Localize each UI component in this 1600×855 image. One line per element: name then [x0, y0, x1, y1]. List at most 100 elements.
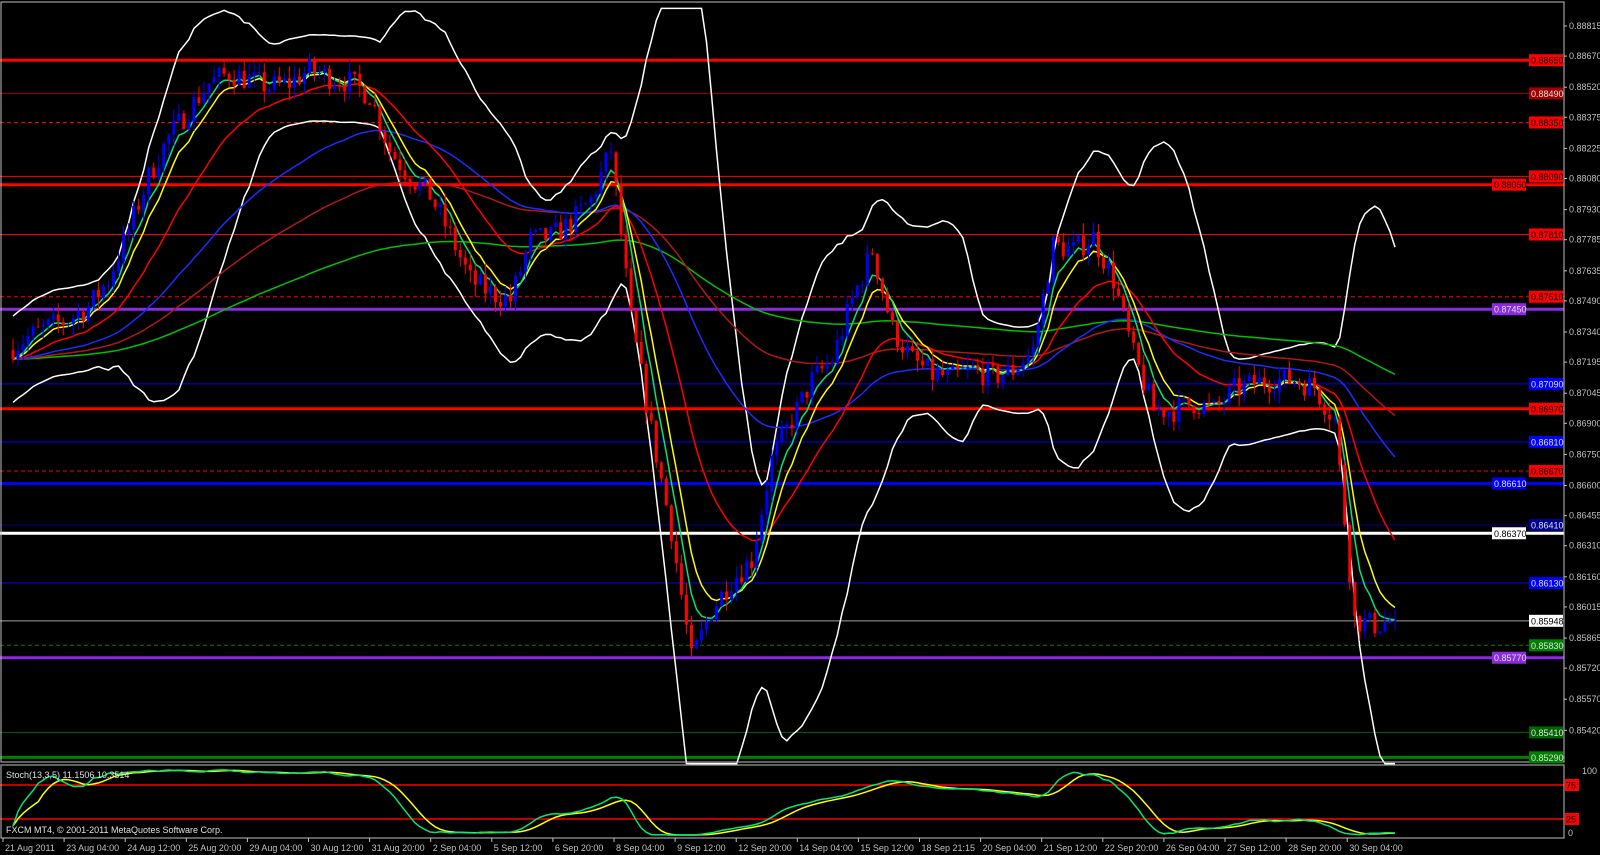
candle-body [815, 365, 819, 373]
candle [433, 198, 437, 211]
candle [700, 621, 703, 646]
level-label: 0.88490 [1531, 89, 1564, 99]
main-panel-frame [0, 1, 1565, 763]
candle [152, 162, 156, 180]
candle [664, 475, 668, 507]
candlesticks [11, 52, 1397, 657]
candle-body [56, 314, 60, 322]
candle-body [217, 68, 221, 78]
candle [26, 327, 30, 353]
candle [1021, 357, 1025, 378]
price-tick-label: 0.86455 [1569, 511, 1600, 521]
candle [177, 103, 181, 125]
price-tick-label: 0.85865 [1569, 633, 1600, 643]
candle-body [197, 97, 201, 104]
candle-body [328, 68, 332, 89]
candle [76, 302, 80, 330]
candle [669, 504, 673, 550]
candle-body [202, 92, 206, 104]
candle [981, 357, 985, 394]
level-label: 0.87090 [1531, 379, 1564, 389]
candle-body [297, 76, 301, 84]
candle [996, 363, 1000, 389]
candle [167, 132, 171, 156]
candle [1217, 395, 1221, 412]
candle-body [1252, 374, 1256, 385]
candle [277, 67, 281, 87]
candle-body [313, 58, 317, 74]
candle [780, 419, 784, 446]
candle [21, 335, 25, 361]
candle [192, 91, 196, 131]
candle-body [669, 505, 673, 542]
candle [730, 581, 734, 604]
candle [1076, 234, 1080, 245]
candle-body [694, 639, 698, 649]
candle [1358, 614, 1362, 641]
candle-body [544, 227, 548, 241]
candle [1282, 368, 1286, 389]
candle [936, 363, 940, 383]
copyright-text: FXCM MT4, © 2001-2011 MetaQuotes Softwar… [6, 825, 223, 835]
candle [1237, 366, 1241, 407]
level-label-box [1529, 228, 1563, 241]
candle-body [242, 71, 246, 88]
candle [684, 582, 688, 635]
candle [865, 245, 869, 290]
candle [147, 166, 151, 205]
candle [639, 330, 643, 365]
level-label: 0.88350 [1531, 118, 1564, 128]
candle-body [1091, 231, 1095, 246]
price-tick-label: 0.87785 [1569, 235, 1600, 245]
candle-body [132, 205, 136, 230]
stoch-main-line [12, 769, 1396, 836]
candle [287, 66, 291, 101]
candle [880, 277, 884, 301]
level-label: 0.85770 [1494, 653, 1527, 663]
candle [1177, 390, 1181, 431]
candle-body [901, 346, 905, 353]
candle [1227, 381, 1231, 407]
candle [478, 270, 482, 286]
candle [529, 227, 533, 262]
candle-body [222, 68, 226, 74]
candle [383, 126, 387, 156]
candle [463, 249, 467, 274]
candle [333, 76, 337, 93]
candle-body [569, 218, 573, 233]
candle [689, 615, 693, 657]
candle-body [659, 462, 663, 479]
candle [1267, 379, 1271, 404]
candle [619, 174, 623, 241]
candle [790, 414, 794, 437]
candle-body [438, 204, 442, 208]
candle-body [1388, 621, 1392, 623]
candle-body [413, 186, 417, 190]
candle [1277, 368, 1281, 404]
candle-body [262, 72, 266, 92]
candle-body [1011, 364, 1015, 375]
level-label: 0.86130 [1531, 579, 1564, 589]
candle-body [609, 152, 613, 154]
candle-body [735, 577, 739, 592]
candle-body [1197, 413, 1201, 415]
candle-body [488, 287, 492, 294]
candle-body [835, 339, 839, 363]
candle-body [589, 197, 593, 204]
candle-body [292, 76, 296, 88]
level-labels: 0.88650 0.88490 0.88350 0.88090 0.88050 0.878… [1492, 54, 1564, 764]
candle [453, 222, 457, 257]
candle [840, 328, 844, 347]
candle [705, 616, 709, 636]
candle-body [1192, 405, 1196, 414]
candle-body [981, 368, 985, 386]
level-label-box [1529, 290, 1563, 303]
time-tick-label: 24 Aug 12:00 [127, 843, 180, 853]
candle-body [343, 86, 347, 92]
candle [157, 155, 161, 181]
time-tick-label: 21 Aug 2011 [5, 843, 55, 853]
candle [197, 86, 201, 106]
candle [1157, 398, 1161, 416]
candle-body [1363, 617, 1367, 632]
